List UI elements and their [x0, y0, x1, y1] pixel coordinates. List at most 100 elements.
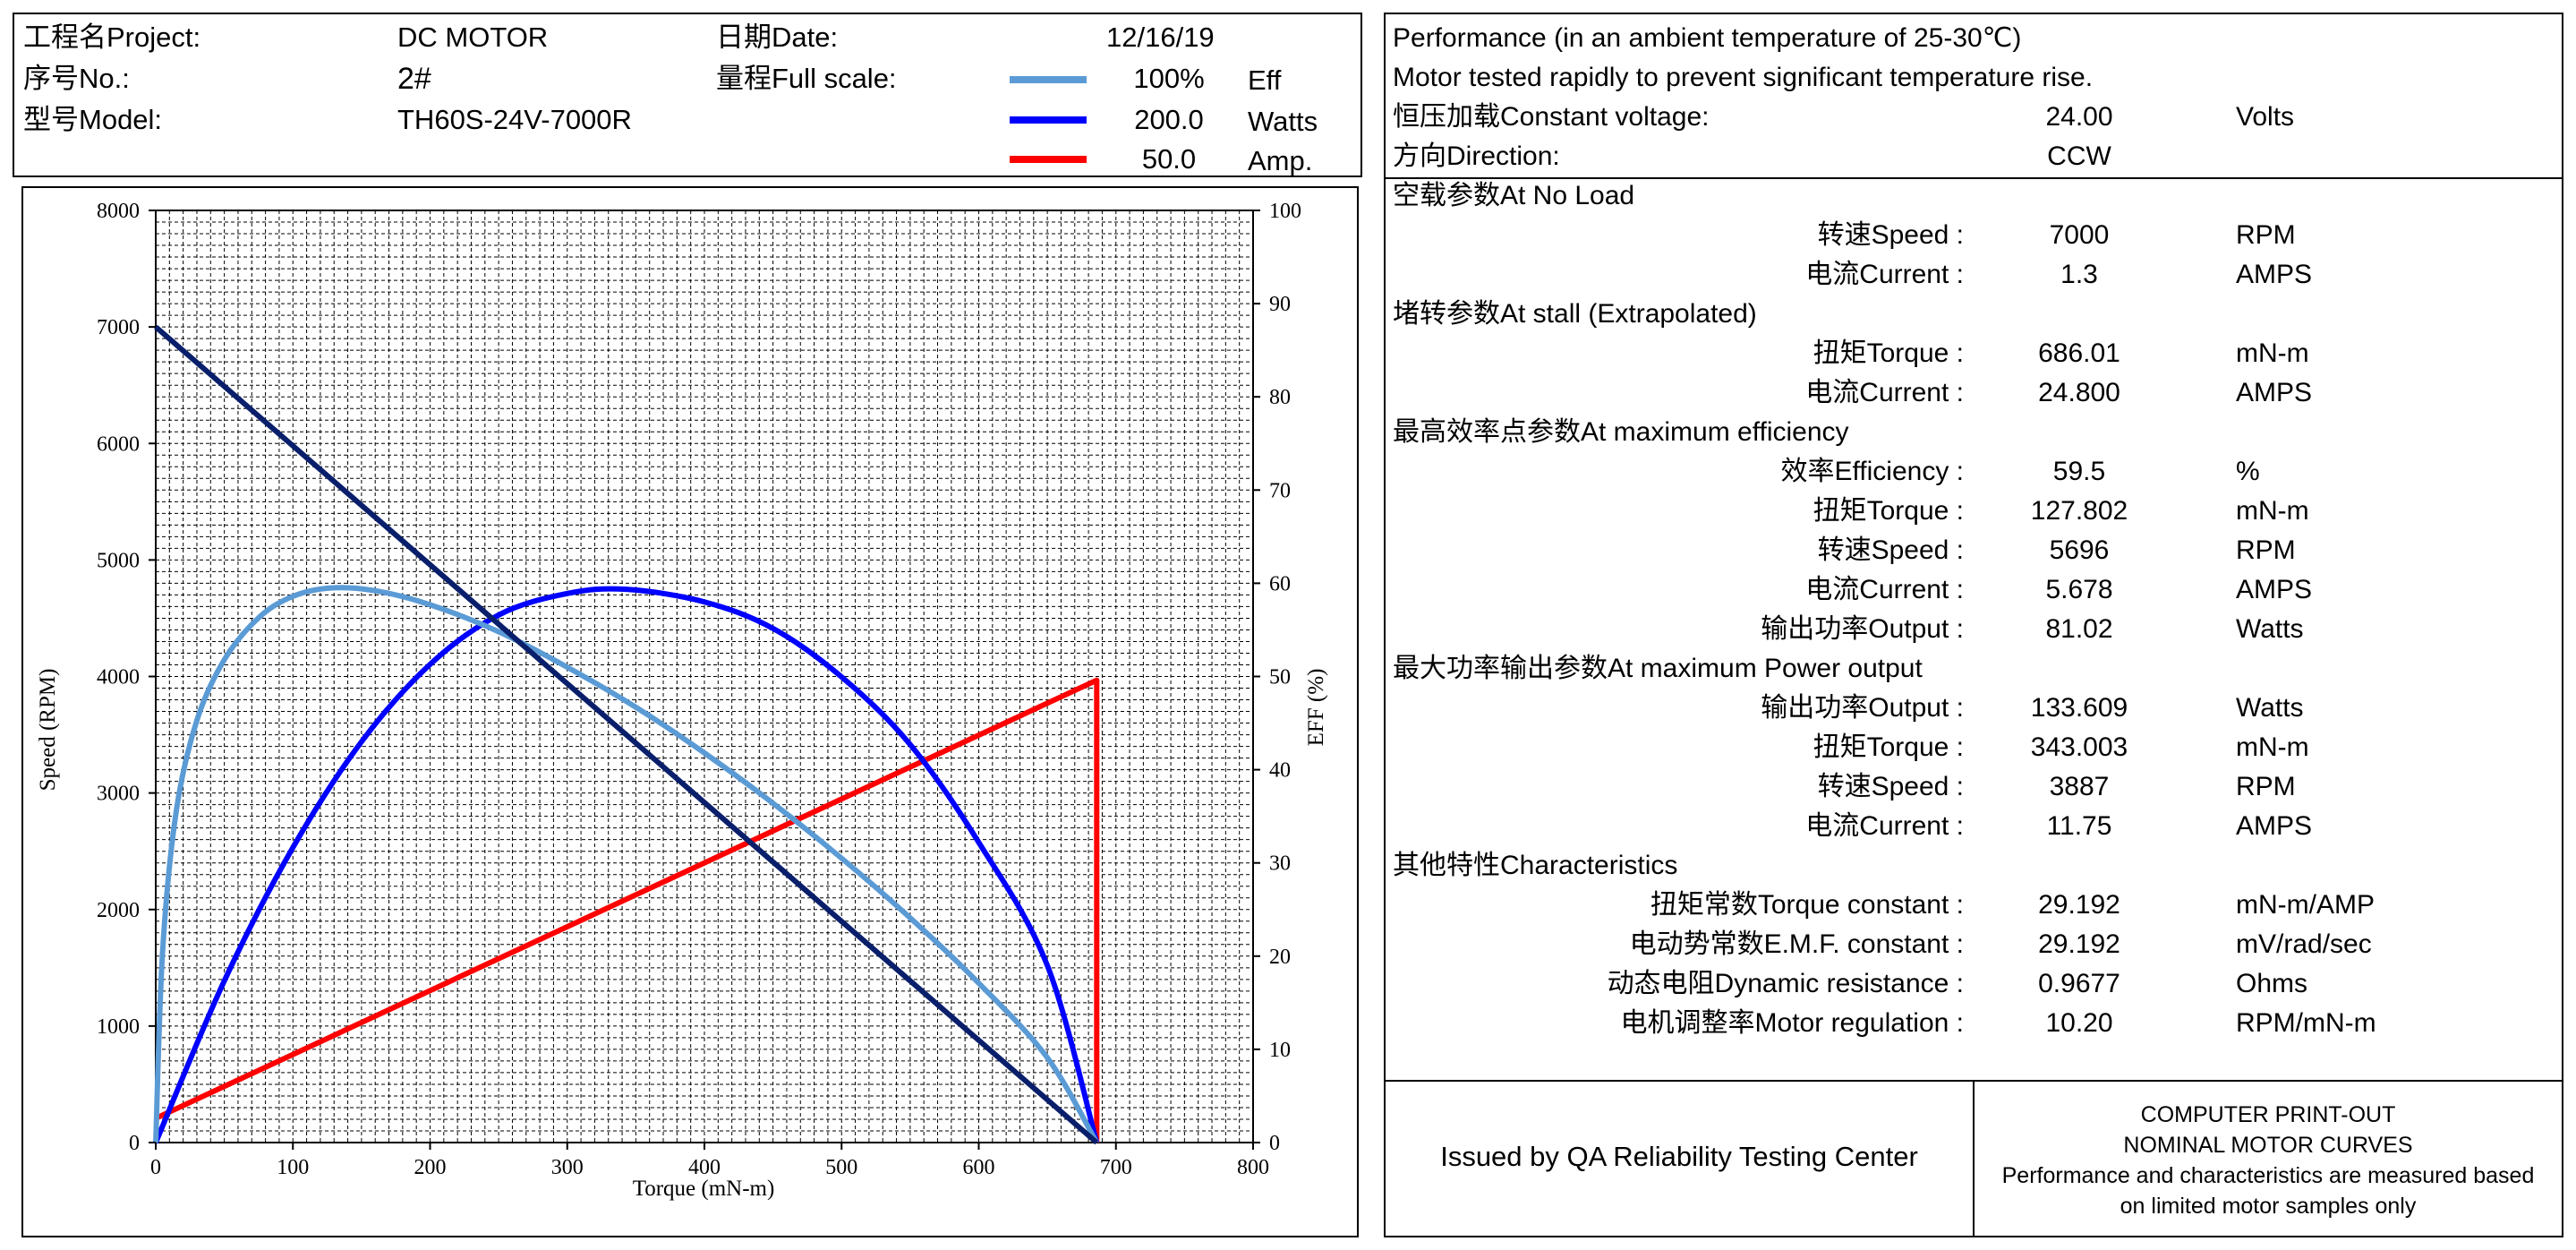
param-label: 转速Speed :	[1817, 220, 1964, 250]
y2-tick-label: 80	[1269, 386, 1291, 409]
param-unit: mN-m/AMP	[2236, 890, 2375, 920]
footer-notes: COMPUTER PRINT-OUT NOMINAL MOTOR CURVES …	[1975, 1100, 2562, 1221]
issued-by: Issued by QA Reliability Testing Center	[1440, 1141, 1918, 1172]
performance-divider	[1386, 177, 2562, 179]
param-unit: Watts	[2236, 614, 2304, 644]
x-tick-label: 500	[825, 1156, 857, 1179]
param-label: 电流Current :	[1805, 575, 1964, 604]
param-label: 扭矩Torque :	[1813, 496, 1964, 526]
chart-panel: 0 100 200 300 400 500 600 700 800 0 1000 2000 3000 40…	[21, 186, 1359, 1237]
param-label: 效率Efficiency :	[1780, 457, 1964, 486]
series-speed-line	[154, 324, 1099, 1145]
param-label: 输出功率Output :	[1761, 614, 1964, 644]
param-value: 81.02	[2045, 614, 2113, 644]
motor-curve-chart: 0 100 200 300 400 500 600 700 800010002000300040…	[36, 200, 1328, 1201]
param-unit: %	[2236, 457, 2260, 486]
param-value: 10.20	[2045, 1008, 2113, 1038]
no-label: 序号No.:	[23, 63, 130, 94]
param-label: 电流Current :	[1805, 378, 1964, 407]
param-unit: AMPS	[2236, 378, 2313, 407]
legend-line-eff	[1010, 76, 1087, 83]
x-tick-label: 400	[688, 1156, 721, 1179]
section-title: 空载参数At No Load	[1393, 181, 1635, 210]
performance-line1: Performance (in an ambient temperature o…	[1393, 23, 2022, 53]
param-value: 3887	[2049, 772, 2110, 801]
y2-axis-label: EFF (%)	[1304, 669, 1328, 747]
param-value: 5696	[2049, 535, 2110, 565]
x-tick-label: 700	[1100, 1156, 1132, 1179]
performance-panel: Performance (in an ambient temperature o…	[1384, 13, 2563, 1237]
footer-note-4: on limited motor samples only	[2120, 1194, 2417, 1219]
x-tick-label: 0	[150, 1156, 161, 1179]
param-unit: mV/rad/sec	[2236, 929, 2372, 959]
project-label: 工程名Project:	[23, 21, 201, 53]
param-unit: mN-m	[2236, 338, 2309, 368]
legend-value-watts: 200.0	[1134, 104, 1204, 135]
param-unit: mN-m	[2236, 732, 2309, 762]
y-axis-label: Speed (RPM)	[36, 669, 60, 792]
x-axis-label: Torque (mN-m)	[633, 1177, 775, 1201]
legend-line-watts	[1010, 116, 1087, 124]
param-label: 转速Speed :	[1817, 535, 1964, 565]
y-tick-label: 4000	[97, 666, 140, 689]
param-unit: Watts	[2236, 693, 2304, 723]
param-value: 5.678	[2045, 575, 2113, 604]
y-tick-label: 6000	[97, 432, 140, 456]
model-value: TH60S-24V-7000R	[397, 104, 632, 135]
param-unit: mN-m	[2236, 496, 2309, 526]
param-value: 127.802	[2030, 496, 2128, 526]
param-value: 24.800	[2038, 378, 2120, 407]
param-label: 电流Current :	[1805, 811, 1964, 841]
param-unit: AMPS	[2236, 575, 2313, 604]
y2-tick-label: 20	[1269, 946, 1291, 969]
x-tick-label: 200	[414, 1156, 447, 1179]
y2-tick-label: 0	[1269, 1132, 1280, 1155]
param-label: 动态电阻Dynamic resistance :	[1607, 969, 1964, 998]
x-tick-label: 300	[551, 1156, 584, 1179]
x-tick-label: 600	[963, 1156, 995, 1179]
tick-labels: 0 100 200 300 400 500 600 700 800010002000300040…	[97, 200, 1301, 1179]
param-unit: RPM/mN-m	[2236, 1008, 2376, 1038]
y2-tick-label: 100	[1269, 200, 1301, 223]
y2-tick-label: 40	[1269, 759, 1291, 783]
header-panel: 工程名Project: DC MOTOR 日期Date: 12/16/19 序号…	[13, 13, 1362, 177]
y-tick-label: 2000	[97, 899, 140, 922]
param-value: 29.192	[2038, 929, 2120, 959]
section-title: 最高效率点参数At maximum efficiency	[1393, 417, 1849, 447]
y2-tick-label: 60	[1269, 572, 1291, 595]
date-value: 12/16/19	[1106, 21, 1215, 53]
grid-minor	[155, 210, 1254, 1143]
project-value: DC MOTOR	[397, 21, 549, 53]
y-tick-label: 3000	[97, 783, 140, 806]
footer-vertical-divider	[1973, 1080, 1975, 1236]
series-efficiency-line	[153, 585, 1099, 1144]
param-value: 0.9677	[2038, 969, 2120, 998]
y-tick-label: 7000	[97, 316, 140, 339]
footer-note-3: Performance and characteristics are meas…	[2001, 1163, 2535, 1188]
series-layer	[153, 324, 1100, 1145]
param-unit: AMPS	[2236, 811, 2313, 841]
x-tick-label: 800	[1237, 1156, 1269, 1179]
footer-note-2: NOMINAL MOTOR CURVES	[2123, 1133, 2413, 1158]
direction-value: CCW	[2047, 141, 2111, 171]
voltage-label: 恒压加载Constant voltage:	[1393, 102, 1710, 132]
section-title: 最大功率输出参数At maximum Power output	[1393, 654, 1923, 683]
no-value: 2#	[397, 62, 431, 96]
footer-note-1: COMPUTER PRINT-OUT	[2140, 1102, 2396, 1127]
param-label: 输出功率Output :	[1761, 693, 1964, 723]
legend-line-amp	[1010, 156, 1087, 163]
y-tick-label: 8000	[97, 200, 140, 223]
param-value: 59.5	[2052, 457, 2106, 486]
param-value: 1.3	[2060, 260, 2098, 289]
series-output-line	[153, 586, 1100, 1144]
param-label: 电动势常数E.M.F. constant :	[1629, 929, 1964, 959]
param-value: 343.003	[2030, 732, 2128, 762]
param-unit: RPM	[2236, 220, 2296, 250]
legend-value-amp: 50.0	[1141, 143, 1197, 175]
legend-unit-eff: Eff	[1248, 64, 1282, 96]
param-unit: AMPS	[2236, 260, 2313, 289]
param-unit: RPM	[2236, 535, 2296, 565]
legend-unit-amp: Amp.	[1248, 145, 1313, 176]
param-label: 电流Current :	[1805, 260, 1964, 289]
x-tick-label: 100	[277, 1156, 309, 1179]
